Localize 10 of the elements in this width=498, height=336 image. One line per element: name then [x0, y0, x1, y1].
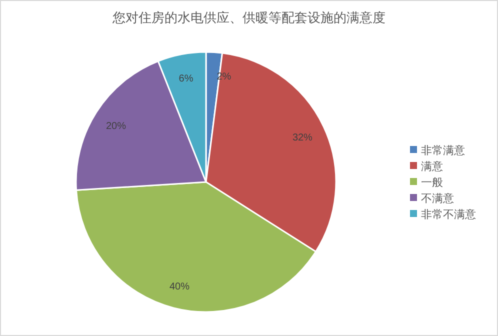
chart-title: 您对住房的水电供应、供暖等配套设施的满意度	[112, 10, 386, 25]
legend-label: 非常满意	[421, 144, 465, 157]
data-label: 40%	[169, 281, 190, 292]
data-label: 32%	[292, 132, 313, 144]
data-label: 20%	[106, 120, 126, 132]
data-label: 6%	[178, 73, 194, 84]
legend-label: 不满意	[421, 192, 454, 205]
legend-label: 一般	[421, 177, 443, 189]
legend-label: 满意	[421, 160, 443, 173]
legend-label: 非常不满意	[421, 208, 476, 221]
